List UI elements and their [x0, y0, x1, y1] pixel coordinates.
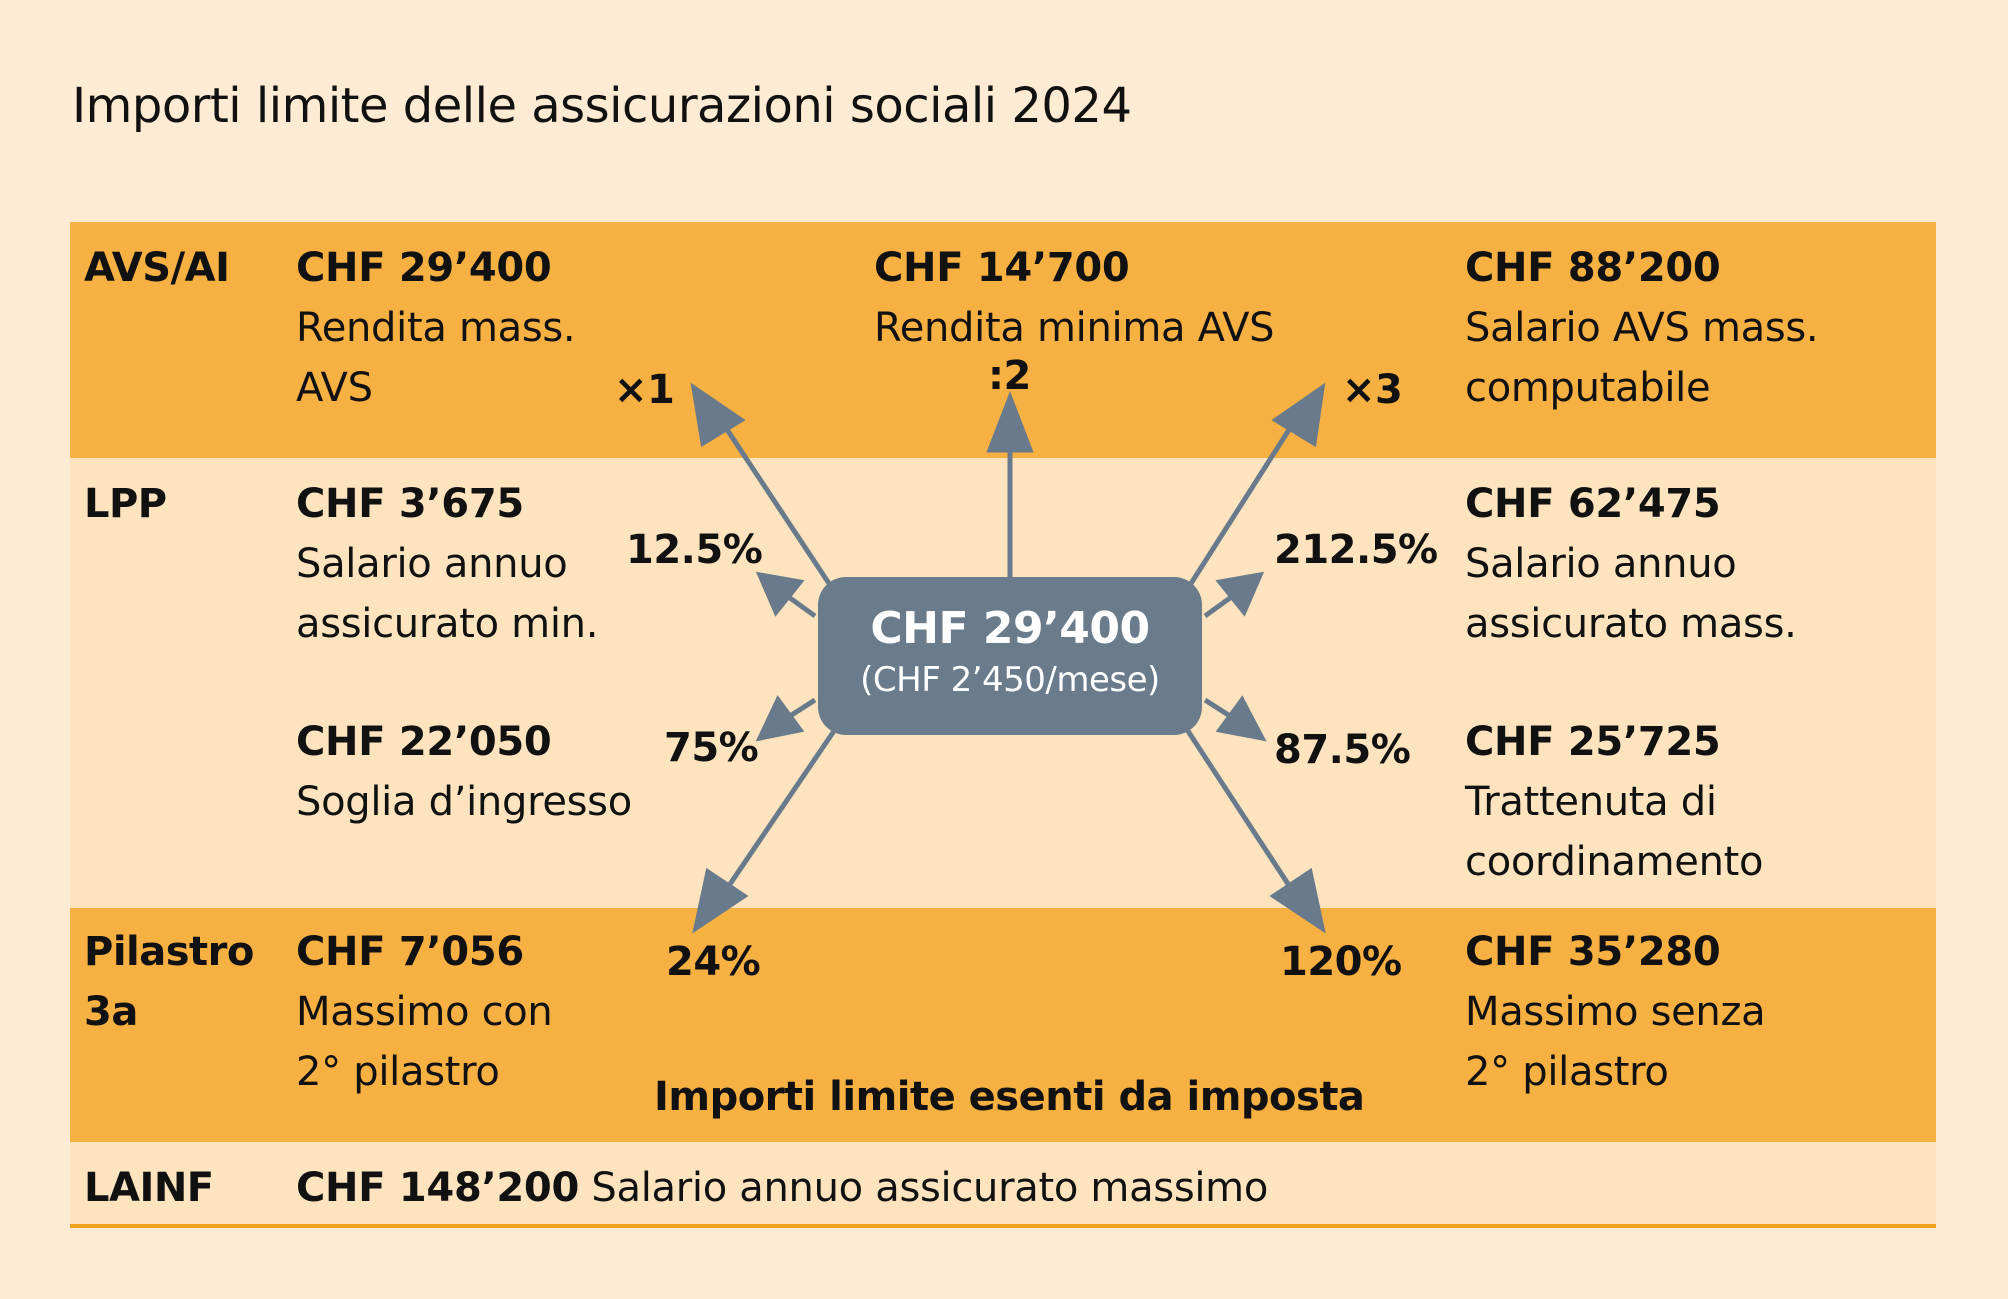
factor-lpp-top-left: 12.5% — [626, 527, 763, 573]
factor-avs-left: ×1 — [614, 367, 675, 413]
amount: CHF 14’700 — [874, 245, 1130, 291]
description-line: Salario AVS mass. — [1465, 305, 1819, 351]
category-lainf: LAINF — [84, 1165, 214, 1211]
description-line: AVS — [296, 365, 373, 411]
factor-lpp-bottom-left: 75% — [664, 725, 759, 771]
description-line: assicurato mass. — [1465, 601, 1797, 647]
page-title: Importi limite delle assicurazioni socia… — [72, 78, 1132, 134]
arrow-short-bottom-right — [1203, 697, 1232, 719]
description-line: Trattenuta di — [1465, 779, 1717, 825]
description-line: assicurato min. — [296, 601, 599, 647]
description-line: Rendita minima AVS — [874, 305, 1275, 351]
description-line: Soglia d’ingresso — [296, 779, 632, 825]
lpp-coordination-deduction: CHF 25’725 Trattenuta di coordinamento — [1465, 712, 1764, 892]
pilastro-max-without-2nd: CHF 35’280 Massimo senza 2° pilastro — [1465, 922, 1766, 1102]
category-pilastro-line2: 3a — [84, 989, 138, 1035]
arrow-up-left — [721, 423, 833, 587]
factor-lpp-top-right: 212.5% — [1274, 527, 1438, 573]
description-line: Massimo con — [296, 989, 553, 1035]
arrowhead-up-left — [690, 382, 746, 448]
factor-lpp-bottom-right: 87.5% — [1274, 727, 1411, 773]
arrowhead-up-right — [1271, 382, 1326, 448]
category-pilastro: Pilastro 3a — [84, 922, 254, 1042]
arrowhead-down-right — [1269, 867, 1326, 934]
factor-pilastro-right: 120% — [1280, 939, 1402, 985]
amount: CHF 29’400 — [296, 245, 552, 291]
amount: CHF 62’475 — [1465, 481, 1721, 527]
pilastro-max-with-2nd: CHF 7’056 Massimo con 2° pilastro — [296, 922, 553, 1102]
description-line: Salario annuo — [296, 541, 568, 587]
avs-max-pension: CHF 29’400 Rendita mass. AVS — [296, 238, 576, 418]
bottom-rule — [70, 1224, 1936, 1228]
tax-exempt-note: Importi limite esenti da imposta — [654, 1074, 1365, 1120]
lpp-max-insured-salary: CHF 62’475 Salario annuo assicurato mass… — [1465, 474, 1797, 654]
arrow-short-top-left — [788, 595, 817, 619]
description-line: 2° pilastro — [1465, 1049, 1669, 1095]
lainf-max-salary: CHF 148’200 Salario annuo assicurato mas… — [296, 1158, 1268, 1218]
arrowhead-short-bottom-left — [755, 695, 805, 742]
arrow-short-top-right — [1203, 595, 1232, 619]
factor-avs-center: :2 — [988, 353, 1031, 399]
arrow-down-right — [1183, 726, 1295, 892]
category-lpp: LPP — [84, 481, 167, 527]
factor-pilastro-left: 24% — [666, 939, 761, 985]
avs-max-salary: CHF 88’200 Salario AVS mass. computabile — [1465, 238, 1819, 418]
amount: CHF 25’725 — [1465, 719, 1721, 765]
arrow-up-right — [1187, 423, 1295, 587]
hub-monthly: (CHF 2’450/mese) — [860, 660, 1160, 700]
amount: CHF 3’675 — [296, 481, 524, 527]
amount: CHF 148’200 — [296, 1165, 579, 1211]
arrowhead-short-top-left — [755, 571, 805, 617]
arrowhead-short-bottom-right — [1215, 695, 1267, 742]
amount: CHF 35’280 — [1465, 929, 1721, 975]
amount: CHF 88’200 — [1465, 245, 1721, 291]
center-hub: CHF 29’400 (CHF 2’450/mese) — [818, 577, 1202, 735]
avs-min-pension: CHF 14’700 Rendita minima AVS — [874, 238, 1275, 358]
arrow-short-bottom-left — [788, 697, 817, 719]
category-avs: AVS/AI — [84, 245, 230, 291]
band-pilastro — [70, 908, 1936, 1142]
factor-avs-right: ×3 — [1342, 367, 1403, 413]
description-line: Rendita mass. — [296, 305, 576, 351]
category-pilastro-line1: Pilastro — [84, 929, 254, 975]
description-line: Salario annuo — [1465, 541, 1737, 587]
band-lainf — [70, 1142, 1936, 1228]
amount: CHF 22’050 — [296, 719, 552, 765]
description-line: 2° pilastro — [296, 1049, 500, 1095]
arrowhead-down-left — [692, 867, 749, 934]
arrowhead-up-center — [986, 391, 1034, 453]
arrow-down-left — [723, 726, 839, 892]
lpp-min-insured-salary: CHF 3’675 Salario annuo assicurato min. — [296, 474, 598, 654]
description-line: Massimo senza — [1465, 989, 1766, 1035]
lpp-entry-threshold: CHF 22’050 Soglia d’ingresso — [296, 712, 632, 832]
description-line: coordinamento — [1465, 839, 1764, 885]
description: Salario annuo assicurato massimo — [591, 1165, 1269, 1211]
description-line: computabile — [1465, 365, 1711, 411]
arrowhead-short-top-right — [1215, 571, 1265, 617]
amount: CHF 7’056 — [296, 929, 524, 975]
hub-amount: CHF 29’400 — [870, 603, 1150, 654]
